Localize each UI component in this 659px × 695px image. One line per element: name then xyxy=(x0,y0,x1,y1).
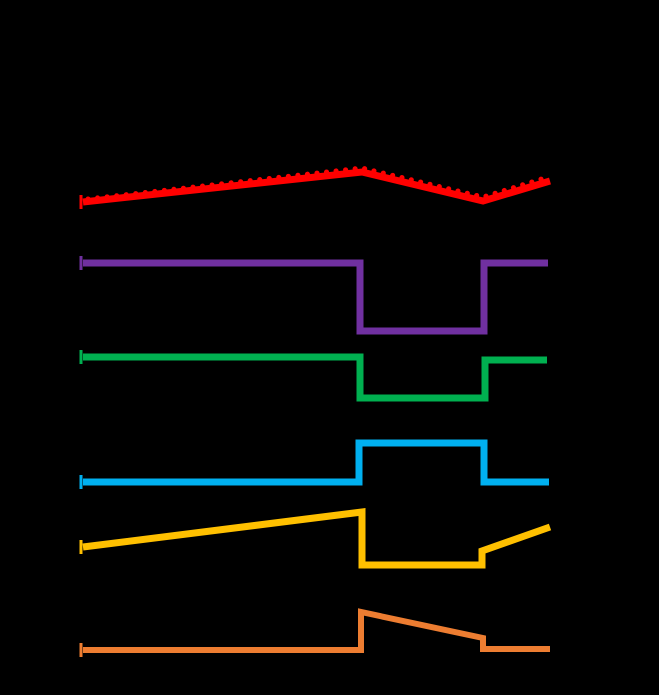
trace-blue-pulse xyxy=(83,439,549,486)
trace-yellow-ramp xyxy=(82,508,552,569)
trace-red-solid xyxy=(82,168,552,206)
trace-green-pulse xyxy=(83,353,547,402)
trace-red-dotted xyxy=(85,165,551,202)
trace-purple-pulse xyxy=(83,259,548,335)
trace-orange-ramp xyxy=(83,608,550,653)
traces xyxy=(79,165,552,657)
